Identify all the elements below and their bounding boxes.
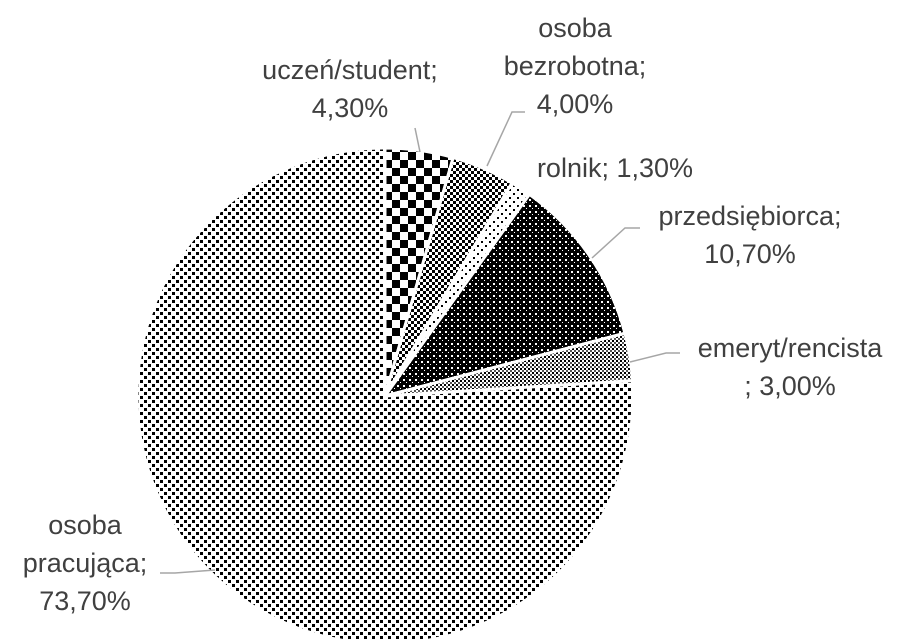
data-label-value: 3,00% xyxy=(759,371,836,401)
leader-line xyxy=(591,227,640,259)
data-label-category: osoba pracująca xyxy=(23,510,141,578)
data-label-value: 4,30% xyxy=(312,93,389,123)
data-label-separator: ; xyxy=(744,371,752,401)
data-label-separator: ; xyxy=(834,201,842,231)
data-label-separator: ; xyxy=(430,55,438,85)
data-label-category: przedsiębiorca xyxy=(658,201,835,231)
label-piece: uczeń/student xyxy=(262,55,431,85)
data-label-separator: ; xyxy=(140,548,148,578)
data-label-value: 4,00% xyxy=(537,89,614,119)
pie-slice xyxy=(381,192,627,399)
leader-line xyxy=(160,569,216,574)
data-label-value: 10,70% xyxy=(704,239,796,269)
data-label-separator: ; xyxy=(601,153,609,183)
label-piece: przedsiębiorca xyxy=(658,201,835,231)
label-piece: rolnik xyxy=(537,153,602,183)
data-label-category: rolnik xyxy=(537,153,602,183)
data-label-category: osoba bezrobotna xyxy=(504,13,640,81)
data-label-category: uczeń/student xyxy=(262,55,431,85)
data-label-value: 1,30% xyxy=(616,153,693,183)
pie-slice xyxy=(135,146,635,639)
label-piece: bezrobotna xyxy=(504,51,640,81)
label-piece: pracująca xyxy=(23,548,141,578)
leader-lines xyxy=(160,111,680,574)
data-label-separator: ; xyxy=(639,51,647,81)
label-piece: emeryt/rencista xyxy=(698,333,884,363)
data-label-value: 73,70% xyxy=(39,586,131,616)
leader-line xyxy=(629,352,680,363)
label-piece: osoba xyxy=(538,13,619,43)
leader-line xyxy=(486,111,525,167)
label-piece: osoba xyxy=(48,510,129,540)
leader-line xyxy=(414,127,421,153)
pie xyxy=(135,146,635,639)
data-label-category: emeryt/rencista xyxy=(698,333,884,363)
